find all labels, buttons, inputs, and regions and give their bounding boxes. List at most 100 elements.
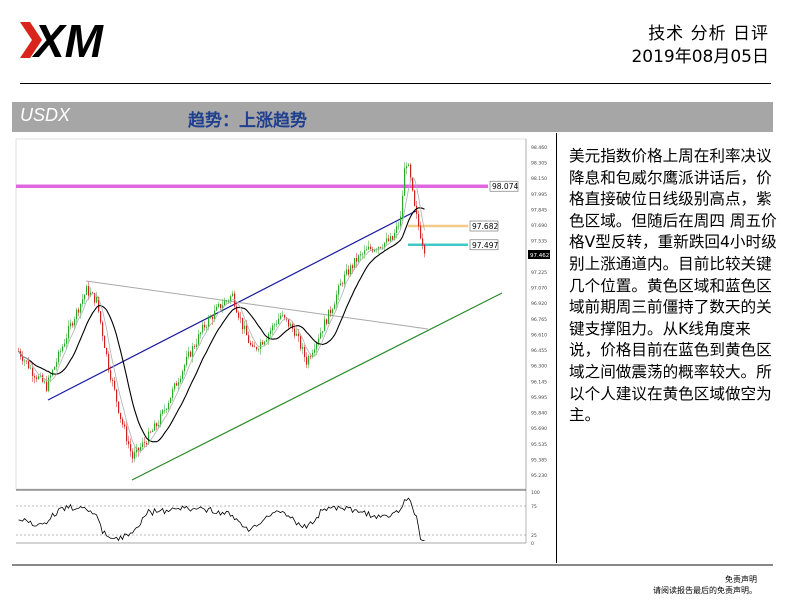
- candle-body: [318, 338, 320, 343]
- candle-body: [398, 225, 400, 227]
- candle-body: [290, 324, 292, 327]
- candle-body: [146, 443, 148, 445]
- candle-body: [320, 332, 322, 339]
- current-price-tag: [528, 250, 550, 259]
- candle-body: [124, 424, 126, 427]
- candle-body: [210, 316, 212, 319]
- candle-body: [76, 309, 78, 320]
- y-tick-label: 96.765: [531, 317, 547, 323]
- candle-body: [352, 265, 354, 269]
- candle-body: [332, 309, 334, 314]
- candle-body: [298, 333, 300, 337]
- candle-body: [218, 304, 220, 307]
- chart-canvas: 98.460 98.305 98.150 97.995 97.845 97.690 97.5…: [15, 138, 550, 547]
- y-axis: 98.460 98.305 98.150 97.995 97.845 97.690 97.5…: [531, 145, 547, 479]
- y-tick-label: 95.535: [531, 442, 547, 448]
- candle-body: [86, 286, 88, 295]
- candle-body: [168, 402, 170, 410]
- candle-body: [106, 348, 108, 355]
- candle-body: [22, 356, 24, 362]
- candle-body: [280, 315, 282, 319]
- candle-body: [48, 377, 50, 391]
- y-tick-label: 95.230: [531, 473, 547, 479]
- candle-body: [172, 389, 174, 398]
- candle-body: [362, 254, 364, 255]
- candle-body: [190, 351, 192, 357]
- candle-body: [152, 430, 154, 433]
- candle-body: [158, 424, 160, 427]
- y-tick-label: 96.610: [531, 332, 547, 338]
- disclaimer-note: 请阅读报告最后的免责声明。: [653, 586, 757, 595]
- key-levels: 98.074 97.682 97.497: [16, 180, 518, 251]
- y-tick-label: 97.845: [531, 207, 547, 213]
- candle-body: [244, 325, 246, 330]
- candle-body: [282, 314, 284, 316]
- candle-body: [404, 168, 406, 196]
- candle-body: [118, 401, 120, 413]
- candle-body: [50, 375, 52, 378]
- candle-body: [130, 444, 132, 452]
- disclaimer: 免责声明 请阅读报告最后的免责声明。: [653, 574, 757, 596]
- candle-body: [394, 232, 396, 240]
- candle-body: [334, 304, 336, 310]
- candle-body: [264, 341, 266, 345]
- trend-label: 趋势：上涨趋势: [188, 111, 307, 131]
- report-title: 技术 分析 日评: [648, 24, 769, 44]
- level-label: 97.497: [472, 241, 498, 250]
- candle-body: [386, 238, 388, 243]
- candle-body: [424, 245, 426, 254]
- candle-body: [368, 246, 370, 250]
- candle-body: [414, 190, 416, 206]
- level-label: 98.074: [492, 182, 518, 191]
- candle-body: [348, 269, 350, 275]
- candle-body: [200, 332, 202, 335]
- candle-body: [100, 311, 102, 323]
- oscillator-axis: 100 75 25 0: [531, 490, 540, 547]
- y-tick-label: 98.305: [531, 161, 547, 167]
- candle-body: [66, 338, 68, 344]
- candle-body: [72, 323, 74, 326]
- candle-body: [364, 250, 366, 255]
- candle-body: [98, 296, 100, 312]
- candle-body: [314, 349, 316, 353]
- y-tick-label: 96.455: [531, 348, 547, 354]
- candle-body: [208, 318, 210, 328]
- candle-body: [194, 346, 196, 348]
- candle-body: [240, 317, 242, 319]
- y-tick-label: 95.840: [531, 411, 547, 417]
- candle-body: [382, 247, 384, 249]
- analysis-text: 美元指数价格上周在利率决议降息和包威尔鹰派讲话后，价格直接破位日线级别高点，紫色…: [569, 147, 777, 425]
- candle-body: [220, 304, 222, 309]
- candle-body: [58, 351, 60, 363]
- oscillator-line: [18, 497, 425, 542]
- candle-body: [384, 242, 386, 248]
- candle-body: [396, 226, 398, 233]
- candle-body: [272, 325, 274, 331]
- candle-body: [380, 246, 382, 248]
- candle-body: [374, 249, 376, 252]
- candle-body: [46, 381, 48, 391]
- candle-body: [120, 412, 122, 420]
- candle-body: [26, 360, 28, 362]
- candle-body: [322, 331, 324, 333]
- footer-divider: [12, 564, 773, 566]
- candle-body: [230, 296, 232, 301]
- candle-body: [312, 352, 314, 357]
- candle-body: [284, 314, 286, 318]
- candle-body: [148, 431, 150, 445]
- candle-body: [410, 164, 412, 178]
- symbol-band: USDX 趋势：上涨趋势: [12, 102, 773, 132]
- candle-body: [308, 356, 310, 365]
- candle-body: [82, 299, 84, 304]
- candle-body: [30, 367, 32, 369]
- candle-body: [182, 371, 184, 379]
- candle-body: [262, 342, 264, 345]
- candle-body: [140, 447, 142, 451]
- candle-body: [38, 376, 40, 379]
- candle-body: [402, 195, 404, 217]
- oscillator-tick-label: 100: [531, 490, 540, 496]
- candle-body: [202, 324, 204, 333]
- candle-body: [62, 346, 64, 352]
- candle-body: [102, 322, 104, 337]
- candle-body: [42, 375, 44, 382]
